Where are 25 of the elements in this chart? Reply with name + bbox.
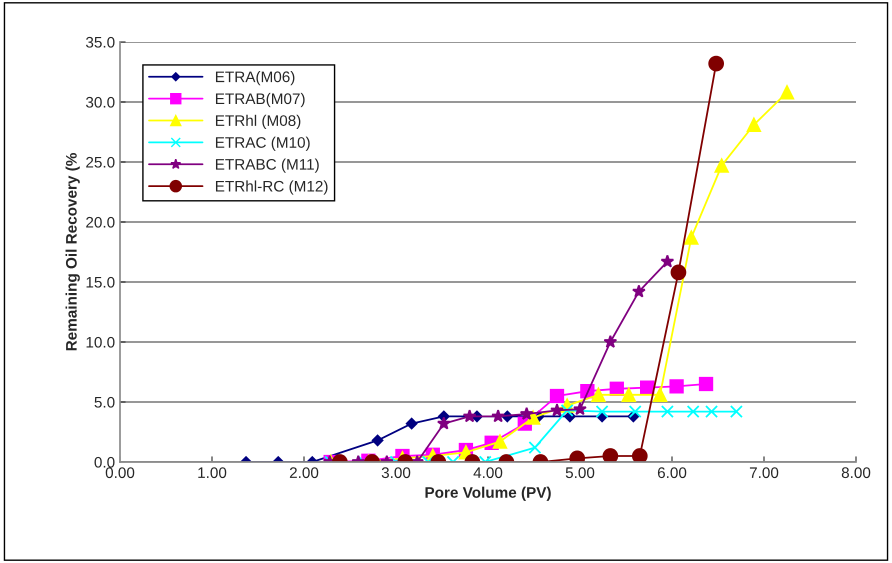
x-tick-label: 6.00 [658, 467, 686, 478]
x-tick-label: 3.00 [382, 467, 410, 478]
legend-label: ETRhl (M08) [216, 114, 300, 130]
legend-label: ETRABC (M11) [216, 158, 319, 173]
x-axis-title: Pore Volume (PV) [425, 486, 551, 501]
y-tick-label: 10.0 [86, 336, 115, 348]
x-tick-label: 4.00 [473, 467, 502, 478]
x-tick-label: 5.00 [566, 467, 594, 478]
y-tick-label: 5.0 [94, 396, 115, 408]
legend-label: ETRA(M06) [216, 71, 294, 86]
x-tick-label: 2.00 [290, 467, 318, 478]
legend-label: ETRhl-RC (M12) [216, 180, 328, 195]
y-tick-label: 0.0 [94, 456, 115, 468]
y-axis-title: Remaining Oil Recovery (% [66, 153, 80, 350]
y-tick-label: 25.0 [86, 156, 115, 168]
y-tick-label: 30.0 [86, 96, 115, 108]
y-tick-label: 35.0 [86, 36, 115, 48]
legend-label: ETRAC (M10) [216, 136, 310, 151]
x-tick-label: 7.00 [750, 467, 778, 478]
y-tick-label: 15.0 [86, 276, 115, 288]
x-tick-label: 1.00 [198, 467, 226, 478]
x-tick-label: 8.00 [842, 467, 870, 478]
legend-label: ETRAB(M07) [216, 92, 305, 108]
y-tick-label: 20.0 [86, 216, 115, 228]
x-tick-label: 0.00 [106, 467, 134, 478]
